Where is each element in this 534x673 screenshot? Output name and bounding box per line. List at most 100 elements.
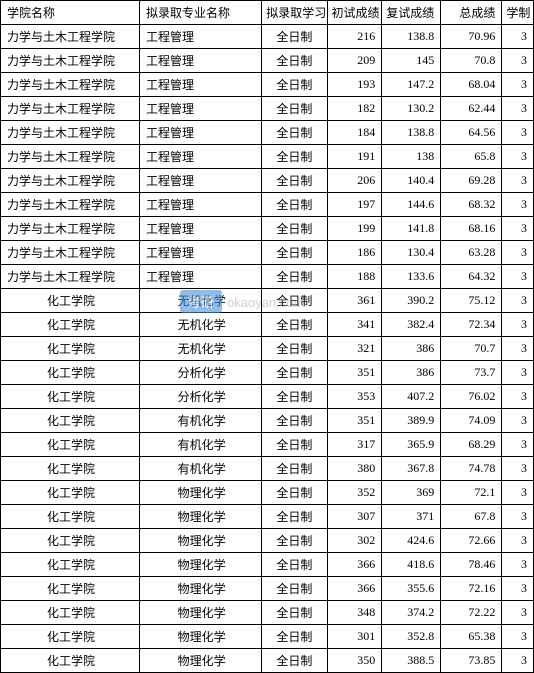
cell-score1: 216 (327, 25, 382, 49)
cell-total: 75.12 (441, 289, 502, 313)
cell-major: 工程管理 (140, 121, 262, 145)
cell-major: 无机化学 (140, 337, 262, 361)
cell-score2: 147.2 (382, 73, 441, 97)
cell-school: 化工学院 (1, 505, 140, 529)
cell-major: 分析化学 (140, 361, 262, 385)
cell-mode: 全日制 (262, 25, 327, 49)
cell-total: 70.8 (441, 49, 502, 73)
cell-mode: 全日制 (262, 217, 327, 241)
header-years: 学制 (502, 1, 534, 25)
cell-score2: 352.8 (382, 625, 441, 649)
cell-score1: 321 (327, 337, 382, 361)
cell-score1: 307 (327, 505, 382, 529)
cell-score2: 145 (382, 49, 441, 73)
table-row: 化工学院分析化学全日制35138673.73 (1, 361, 534, 385)
cell-school: 化工学院 (1, 409, 140, 433)
table-row: 化工学院物理化学全日制302424.672.663 (1, 529, 534, 553)
cell-major: 工程管理 (140, 97, 262, 121)
cell-mode: 全日制 (262, 409, 327, 433)
cell-score2: 386 (382, 361, 441, 385)
cell-major: 物理化学 (140, 649, 262, 673)
cell-total: 74.78 (441, 457, 502, 481)
cell-score1: 197 (327, 193, 382, 217)
cell-mode: 全日制 (262, 505, 327, 529)
cell-score2: 369 (382, 481, 441, 505)
cell-school: 力学与土木工程学院 (1, 217, 140, 241)
cell-score2: 138 (382, 145, 441, 169)
cell-total: 69.28 (441, 169, 502, 193)
cell-score2: 141.8 (382, 217, 441, 241)
cell-score1: 317 (327, 433, 382, 457)
cell-total: 70.7 (441, 337, 502, 361)
cell-major: 工程管理 (140, 169, 262, 193)
cell-years: 3 (502, 649, 534, 673)
cell-total: 70.96 (441, 25, 502, 49)
table-row: 力学与土木工程学院工程管理全日制182130.262.443 (1, 97, 534, 121)
cell-major: 工程管理 (140, 217, 262, 241)
cell-score1: 341 (327, 313, 382, 337)
cell-score1: 182 (327, 97, 382, 121)
header-score2: 复试成绩 (382, 1, 441, 25)
cell-score1: 191 (327, 145, 382, 169)
cell-major: 物理化学 (140, 481, 262, 505)
cell-major: 物理化学 (140, 601, 262, 625)
table-row: 化工学院有机化学全日制380367.874.783 (1, 457, 534, 481)
cell-years: 3 (502, 433, 534, 457)
cell-mode: 全日制 (262, 97, 327, 121)
cell-total: 74.09 (441, 409, 502, 433)
cell-years: 3 (502, 169, 534, 193)
cell-score2: 390.2 (382, 289, 441, 313)
cell-years: 3 (502, 97, 534, 121)
cell-major: 工程管理 (140, 145, 262, 169)
cell-school: 化工学院 (1, 361, 140, 385)
table-row: 化工学院物理化学全日制366418.678.463 (1, 553, 534, 577)
header-school: 学院名称 (1, 1, 140, 25)
cell-score2: 374.2 (382, 601, 441, 625)
cell-score1: 301 (327, 625, 382, 649)
cell-mode: 全日制 (262, 577, 327, 601)
cell-years: 3 (502, 457, 534, 481)
table-row: 力学与土木工程学院工程管理全日制193147.268.043 (1, 73, 534, 97)
cell-school: 力学与土木工程学院 (1, 25, 140, 49)
cell-school: 化工学院 (1, 313, 140, 337)
cell-school: 化工学院 (1, 385, 140, 409)
cell-years: 3 (502, 289, 534, 313)
cell-years: 3 (502, 385, 534, 409)
cell-school: 化工学院 (1, 649, 140, 673)
table-row: 力学与土木工程学院工程管理全日制20914570.83 (1, 49, 534, 73)
cell-years: 3 (502, 481, 534, 505)
cell-score1: 361 (327, 289, 382, 313)
cell-mode: 全日制 (262, 73, 327, 97)
table-row: 化工学院物理化学全日制350388.573.853 (1, 649, 534, 673)
table-row: 力学与土木工程学院工程管理全日制188133.664.323 (1, 265, 534, 289)
cell-mode: 全日制 (262, 241, 327, 265)
cell-major: 物理化学 (140, 625, 262, 649)
cell-major: 工程管理 (140, 73, 262, 97)
cell-school: 化工学院 (1, 289, 140, 313)
table-row: 力学与土木工程学院工程管理全日制186130.463.283 (1, 241, 534, 265)
table-row: 力学与土木工程学院工程管理全日制184138.864.563 (1, 121, 534, 145)
cell-score1: 353 (327, 385, 382, 409)
cell-mode: 全日制 (262, 433, 327, 457)
cell-score2: 382.4 (382, 313, 441, 337)
cell-years: 3 (502, 505, 534, 529)
cell-major: 物理化学 (140, 553, 262, 577)
cell-mode: 全日制 (262, 457, 327, 481)
cell-major: 有机化学 (140, 433, 262, 457)
cell-years: 3 (502, 601, 534, 625)
cell-score1: 350 (327, 649, 382, 673)
table-row: 力学与土木工程学院工程管理全日制216138.870.963 (1, 25, 534, 49)
cell-score2: 418.6 (382, 553, 441, 577)
cell-score1: 380 (327, 457, 382, 481)
table-row: 化工学院物理化学全日制301352.865.383 (1, 625, 534, 649)
cell-score2: 133.6 (382, 265, 441, 289)
cell-score2: 386 (382, 337, 441, 361)
cell-major: 有机化学 (140, 409, 262, 433)
table-body: 力学与土木工程学院工程管理全日制216138.870.963力学与土木工程学院工… (1, 25, 534, 673)
cell-years: 3 (502, 73, 534, 97)
cell-score2: 355.6 (382, 577, 441, 601)
cell-mode: 全日制 (262, 49, 327, 73)
cell-score1: 302 (327, 529, 382, 553)
table-row: 力学与土木工程学院工程管理全日制197144.668.323 (1, 193, 534, 217)
cell-score2: 140.4 (382, 169, 441, 193)
